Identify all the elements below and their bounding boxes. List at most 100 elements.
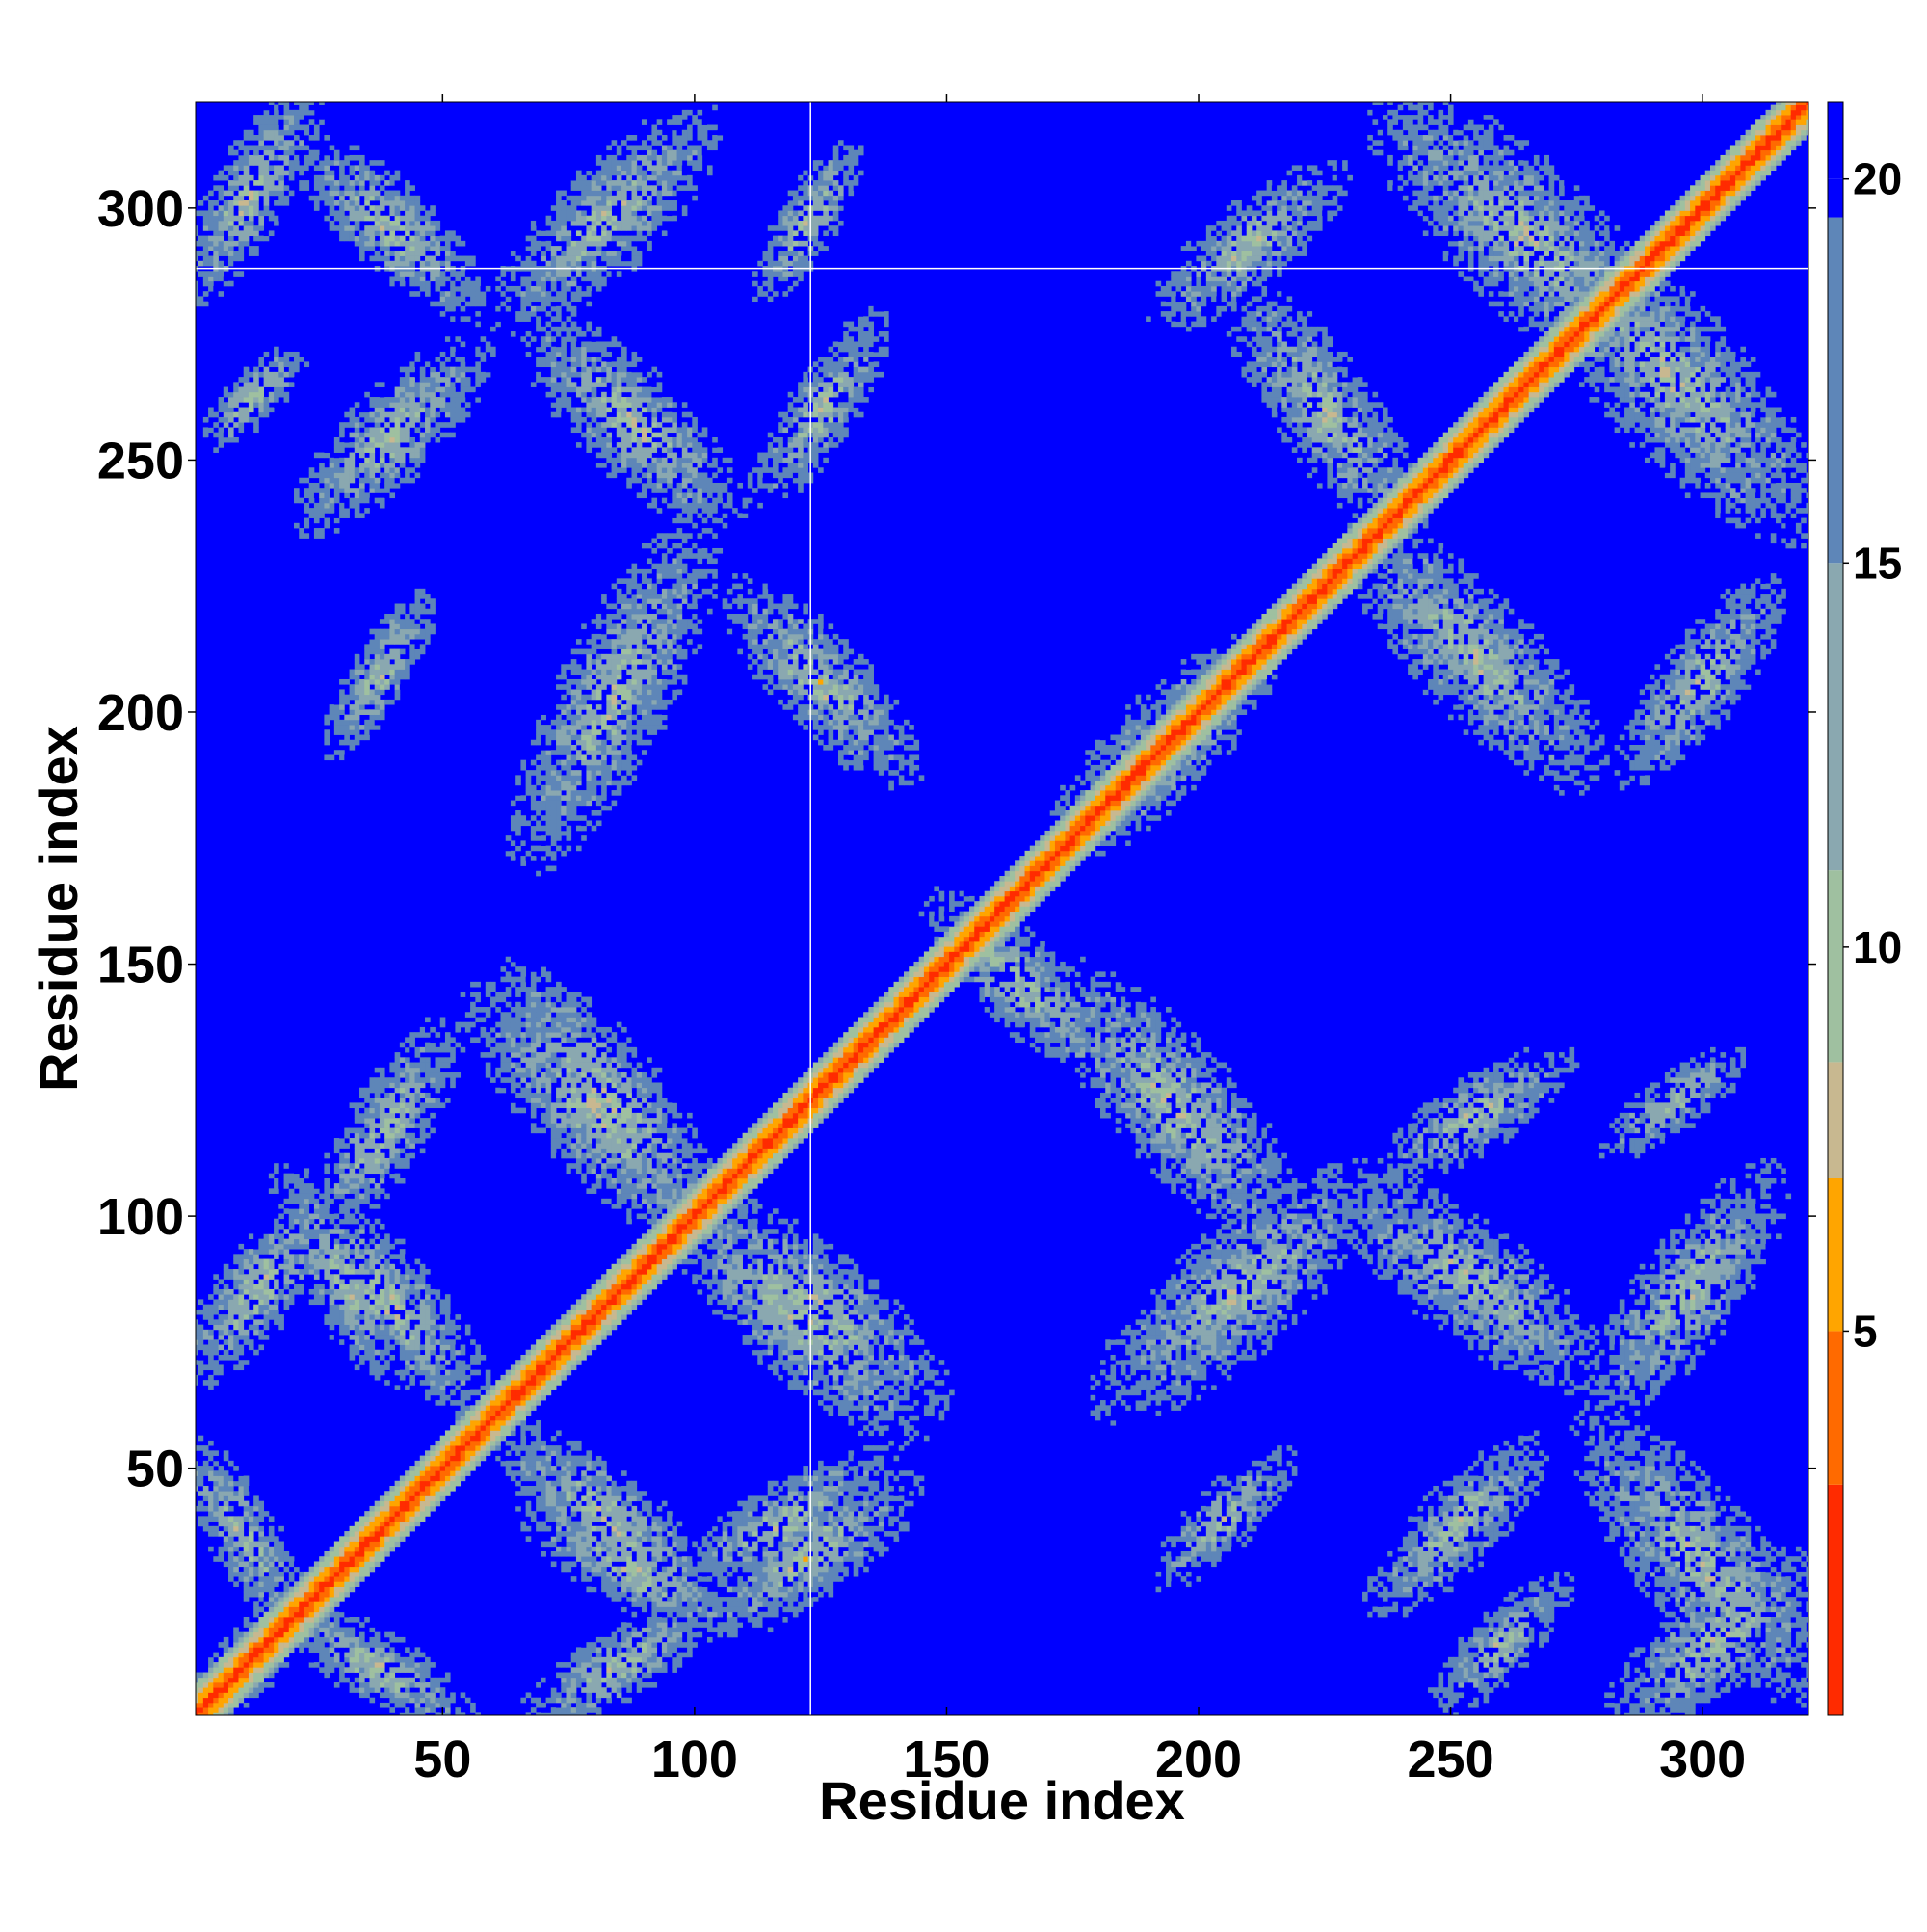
- heatmap-cell: [196, 280, 198, 287]
- heatmap-cell: [389, 457, 396, 463]
- heatmap-cell: [258, 1656, 265, 1663]
- heatmap-cell: [349, 1344, 356, 1351]
- heatmap-cell: [233, 422, 239, 428]
- heatmap-cell: [333, 190, 340, 197]
- heatmap-cell: [475, 321, 481, 328]
- heatmap-cell: [233, 1667, 239, 1673]
- heatmap-cell: [525, 1087, 532, 1094]
- heatmap-cell: [274, 1163, 279, 1169]
- heatmap-cell: [525, 1405, 532, 1411]
- heatmap-cell: [430, 1046, 436, 1053]
- heatmap-cell: [253, 1249, 259, 1255]
- heatmap-cell: [228, 391, 234, 398]
- heatmap-cell: [389, 1354, 396, 1361]
- heatmap-cell: [464, 280, 471, 287]
- heatmap-cell: [258, 1269, 265, 1275]
- heatmap-cell: [308, 1647, 315, 1653]
- heatmap-cell: [329, 1611, 335, 1618]
- heatmap-cell: [425, 1072, 431, 1078]
- heatmap-cell: [379, 1152, 385, 1159]
- heatmap-cell: [283, 1178, 290, 1184]
- heatmap-cell: [414, 1369, 421, 1376]
- heatmap-cell: [359, 497, 365, 504]
- heatmap-cell: [379, 1652, 385, 1658]
- heatmap-cell: [278, 382, 284, 387]
- heatmap-cell: [500, 966, 507, 972]
- heatmap-cell: [495, 1389, 501, 1396]
- heatmap-cell: [228, 1339, 234, 1345]
- heatmap-cell: [288, 1198, 295, 1204]
- heatmap-cell: [324, 1249, 330, 1255]
- heatmap-cell: [238, 145, 245, 151]
- heatmap-cell: [333, 1617, 340, 1623]
- heatmap-cell: [369, 497, 376, 504]
- heatmap-cell: [278, 357, 284, 362]
- heatmap-cell: [394, 174, 401, 181]
- heatmap-cell: [218, 291, 224, 297]
- heatmap-cell: [409, 1656, 415, 1663]
- heatmap-cell: [470, 1425, 476, 1431]
- heatmap-cell: [444, 1046, 451, 1053]
- heatmap-cell: [243, 1258, 250, 1265]
- heatmap-cell: [344, 1314, 350, 1320]
- heatmap-cell: [253, 195, 259, 201]
- heatmap-cell: [425, 422, 431, 428]
- heatmap-cell: [299, 1586, 304, 1593]
- heatmap-cell: [520, 1098, 527, 1103]
- heatmap-cell: [369, 1687, 376, 1693]
- heatmap-cell: [414, 1516, 421, 1522]
- heatmap-cell: [480, 1410, 487, 1416]
- heatmap-cell: [349, 1178, 356, 1184]
- heatmap-cell: [495, 996, 501, 1003]
- heatmap-cell: [354, 432, 360, 438]
- heatmap-cell: [450, 1435, 456, 1442]
- heatmap-cell: [228, 1576, 234, 1582]
- heatmap-cell: [268, 1229, 275, 1234]
- heatmap-cell: [278, 145, 284, 151]
- heatmap-cell: [409, 416, 415, 423]
- heatmap-cell: [455, 1324, 462, 1331]
- heatmap-cell: [218, 195, 224, 201]
- heatmap-cell: [319, 1642, 325, 1648]
- heatmap-cell: [379, 1662, 385, 1668]
- heatmap-cell: [500, 1389, 507, 1396]
- heatmap-cell: [444, 1440, 451, 1446]
- heatmap-cell: [414, 633, 421, 640]
- heatmap-cell: [253, 1667, 259, 1673]
- heatmap-cell: [308, 1299, 315, 1306]
- heatmap-cell: [258, 154, 265, 161]
- heatmap-cell: [379, 1349, 385, 1356]
- heatmap-cell: [439, 1017, 446, 1023]
- heatmap-cell: [455, 316, 462, 322]
- heatmap-cell: [198, 1475, 204, 1482]
- heatmap-cell: [399, 215, 406, 222]
- heatmap-cell: [419, 1092, 426, 1098]
- heatmap-cell: [379, 1642, 385, 1648]
- heatmap-cell: [196, 1470, 198, 1476]
- heatmap-cell: [344, 1127, 350, 1134]
- heatmap-cell: [414, 472, 421, 479]
- heatmap-cell: [470, 285, 476, 292]
- heatmap-cell: [299, 1636, 304, 1643]
- heatmap-cell: [202, 432, 209, 438]
- heatmap-cell: [520, 1525, 527, 1532]
- heatmap-cell: [379, 411, 385, 418]
- heatmap-cell: [409, 1299, 415, 1306]
- heatmap-cell: [379, 220, 385, 226]
- heatmap-cell: [470, 260, 476, 267]
- heatmap-cell: [324, 1576, 330, 1582]
- heatmap-cell: [349, 1631, 356, 1638]
- heatmap-cell: [304, 154, 310, 161]
- heatmap-cell: [248, 386, 254, 393]
- heatmap-cell: [364, 407, 370, 413]
- heatmap-cell: [379, 1516, 385, 1522]
- heatmap-cell: [238, 1561, 245, 1568]
- heatmap-cell: [419, 1697, 426, 1704]
- heatmap-cell: [339, 200, 345, 206]
- heatmap-cell: [313, 1258, 320, 1265]
- heatmap-cell: [349, 1249, 356, 1255]
- heatmap-cell: [419, 1269, 426, 1275]
- heatmap-cell: [384, 1163, 390, 1169]
- heatmap-cell: [419, 1500, 426, 1507]
- heatmap-cell: [444, 1062, 451, 1069]
